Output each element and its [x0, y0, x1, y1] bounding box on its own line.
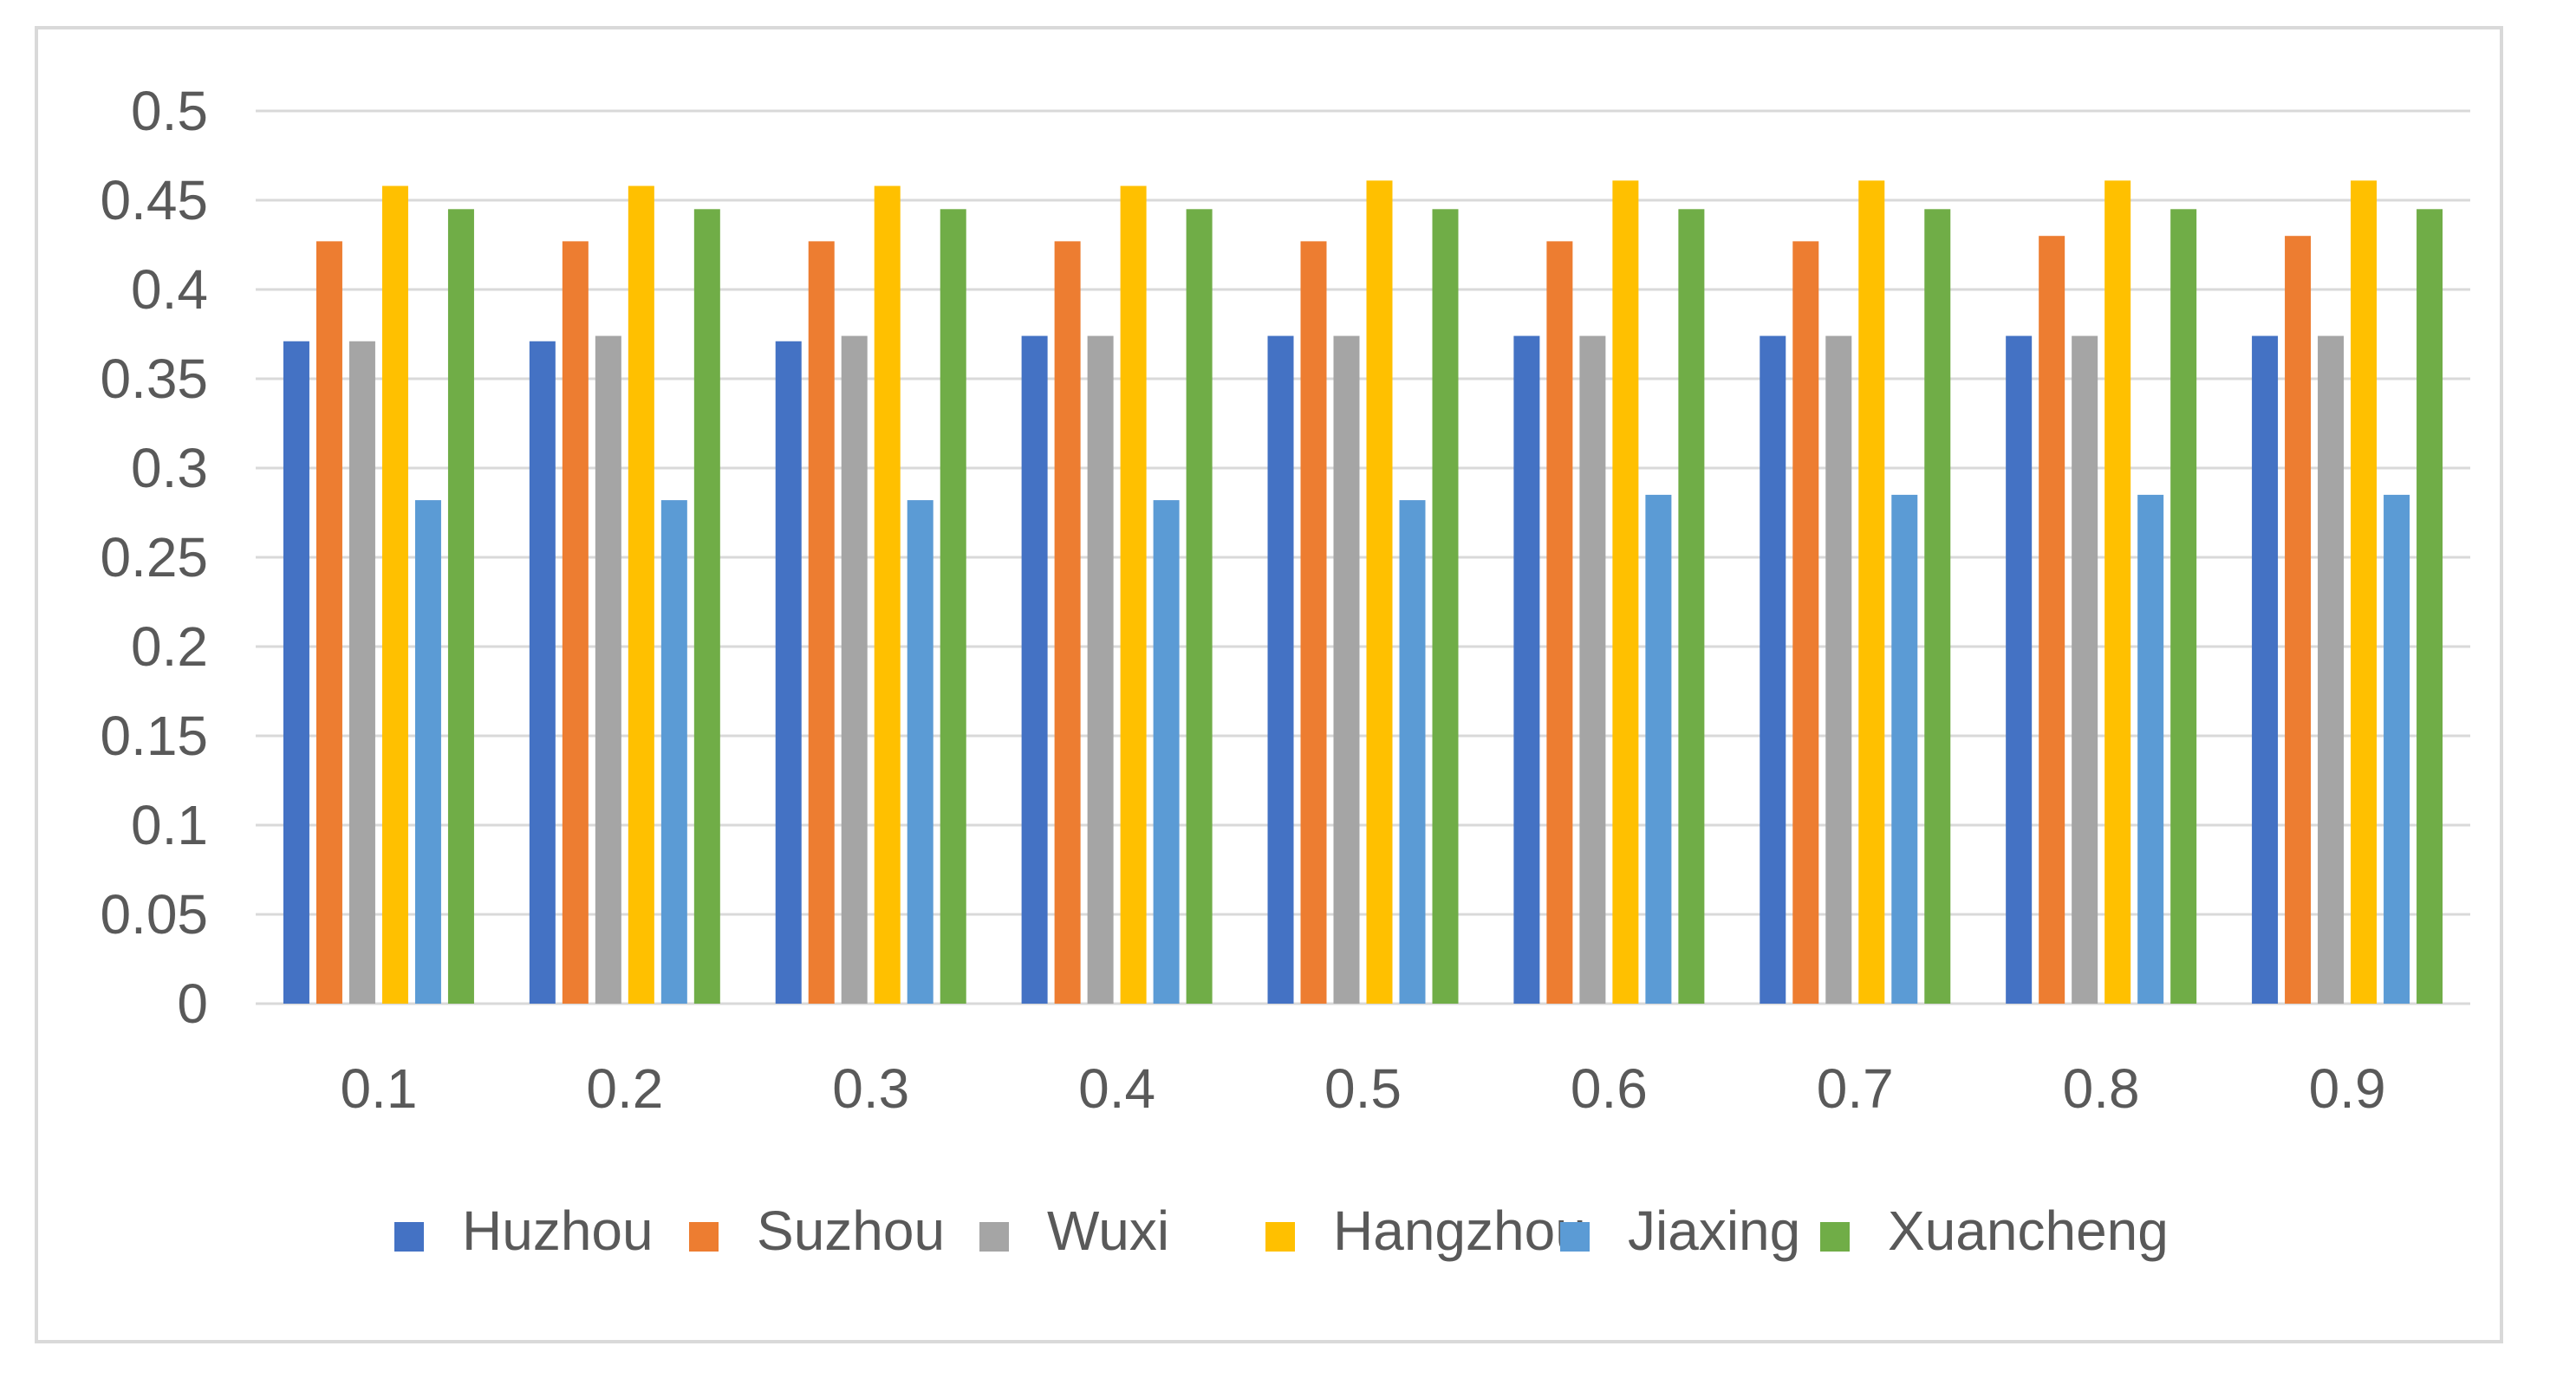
legend-swatch-suzhou	[689, 1222, 719, 1252]
y-tick-label: 0.4	[131, 258, 208, 321]
bar-xuancheng-0.9	[2417, 209, 2443, 1005]
bar-hangzhou-0.2	[628, 185, 654, 1004]
bar-huzhou-0.9	[2252, 335, 2279, 1004]
y-tick-label: 0.35	[100, 348, 208, 410]
bar-hangzhou-0.7	[1858, 180, 1885, 1005]
bar-hangzhou-0.5	[1366, 180, 1393, 1005]
legend-swatch-huzhou	[394, 1222, 424, 1252]
bar-jiaxing-0.4	[1153, 500, 1180, 1004]
bar-jiaxing-0.9	[2384, 494, 2410, 1004]
y-tick-label: 0.1	[131, 794, 208, 856]
bar-huzhou-0.8	[2006, 335, 2033, 1004]
x-tick-label: 0.1	[340, 1057, 417, 1120]
bar-wuxi-0.2	[595, 335, 621, 1004]
legend-label-wuxi: Wuxi	[1047, 1200, 1169, 1262]
bar-suzhou-0.7	[1792, 241, 1819, 1004]
bar-hangzhou-0.9	[2351, 180, 2378, 1005]
bar-wuxi-0.7	[1825, 335, 1852, 1004]
bar-huzhou-0.5	[1267, 335, 1294, 1004]
bar-jiaxing-0.1	[414, 500, 441, 1004]
legend-swatch-hangzhou	[1265, 1222, 1295, 1252]
bar-huzhou-0.7	[1760, 335, 1786, 1004]
bar-suzhou-0.8	[2039, 236, 2065, 1004]
x-tick-label: 0.6	[1571, 1057, 1648, 1120]
y-tick-label: 0.05	[100, 883, 208, 946]
bar-hangzhou-0.1	[381, 185, 408, 1004]
bar-huzhou-0.3	[775, 341, 802, 1004]
bar-suzhou-0.9	[2285, 236, 2312, 1004]
bar-suzhou-0.6	[1546, 241, 1573, 1004]
bar-wuxi-0.1	[348, 341, 375, 1004]
y-tick-label: 0	[177, 972, 208, 1035]
x-axis-ticks: 0.1 0.2 0.3 0.4 0.5 0.6 0.7 0.8 0.9	[340, 1057, 2385, 1120]
bar-hangzhou-0.8	[2104, 180, 2131, 1005]
bar-wuxi-0.6	[1579, 335, 1606, 1004]
y-tick-label: 0.5	[131, 80, 208, 142]
bar-huzhou-0.1	[283, 341, 309, 1004]
bar-jiaxing-0.2	[660, 500, 687, 1004]
bar-hangzhou-0.4	[1120, 185, 1147, 1004]
bar-jiaxing-0.3	[907, 500, 933, 1004]
bar-xuancheng-0.7	[1924, 209, 1951, 1005]
bar-jiaxing-0.7	[1891, 494, 1918, 1004]
bar-xuancheng-0.5	[1432, 209, 1459, 1005]
bar-xuancheng-0.3	[940, 209, 966, 1005]
legend: Huzhou Suzhou Wuxi Hangzhou Jiaxing Xuancheng	[394, 1200, 2169, 1262]
x-tick-label: 0.5	[1324, 1057, 1402, 1120]
legend-label-suzhou: Suzhou	[757, 1200, 945, 1262]
x-tick-label: 0.4	[1078, 1057, 1155, 1120]
bar-jiaxing-0.6	[1645, 494, 1672, 1004]
y-tick-label: 0.2	[131, 615, 208, 678]
bar-huzhou-0.6	[1513, 335, 1540, 1004]
bar-xuancheng-0.6	[1678, 209, 1705, 1005]
bar-huzhou-0.2	[529, 341, 556, 1004]
bar-hangzhou-0.3	[874, 185, 901, 1004]
x-tick-label: 0.7	[1817, 1057, 1894, 1120]
gridlines	[256, 109, 2470, 1005]
legend-swatch-wuxi	[979, 1222, 1009, 1252]
bar-suzhou-0.4	[1054, 241, 1081, 1004]
bar-xuancheng-0.4	[1186, 209, 1213, 1005]
y-axis-ticks: 0 0.05 0.1 0.15 0.2 0.25 0.3 0.35 0.4 0.45 0.5	[100, 80, 208, 1035]
bar-wuxi-0.8	[2072, 335, 2098, 1004]
bars	[283, 180, 2443, 1005]
legend-swatch-xuancheng	[1820, 1222, 1850, 1252]
bar-suzhou-0.2	[562, 241, 589, 1004]
bar-wuxi-0.3	[841, 335, 868, 1004]
bar-wuxi-0.5	[1333, 335, 1360, 1004]
bar-jiaxing-0.5	[1399, 500, 1426, 1004]
legend-swatch-jiaxing	[1560, 1222, 1590, 1252]
bar-xuancheng-0.8	[2170, 209, 2197, 1005]
bar-suzhou-0.3	[808, 241, 835, 1004]
bar-wuxi-0.9	[2318, 335, 2345, 1004]
bar-xuancheng-0.2	[693, 209, 720, 1005]
legend-label-jiaxing: Jiaxing	[1628, 1200, 1800, 1262]
y-tick-label: 0.45	[100, 169, 208, 231]
x-tick-label: 0.3	[832, 1057, 909, 1120]
bar-jiaxing-0.8	[2137, 494, 2164, 1004]
legend-label-hangzhou: Hangzhou	[1333, 1200, 1586, 1262]
bar-xuancheng-0.1	[447, 209, 474, 1005]
y-tick-label: 0.25	[100, 526, 208, 588]
bar-huzhou-0.4	[1021, 335, 1048, 1004]
bar-hangzhou-0.6	[1612, 180, 1639, 1005]
x-tick-label: 0.2	[586, 1057, 663, 1120]
legend-label-huzhou: Huzhou	[462, 1200, 654, 1262]
y-tick-label: 0.15	[100, 705, 208, 767]
x-tick-label: 0.9	[2309, 1057, 2386, 1120]
bar-wuxi-0.4	[1087, 335, 1114, 1004]
y-tick-label: 0.3	[131, 437, 208, 499]
bar-suzhou-0.1	[315, 241, 342, 1004]
x-tick-label: 0.8	[2063, 1057, 2140, 1120]
legend-label-xuancheng: Xuancheng	[1888, 1200, 2169, 1262]
bar-suzhou-0.5	[1300, 241, 1327, 1004]
